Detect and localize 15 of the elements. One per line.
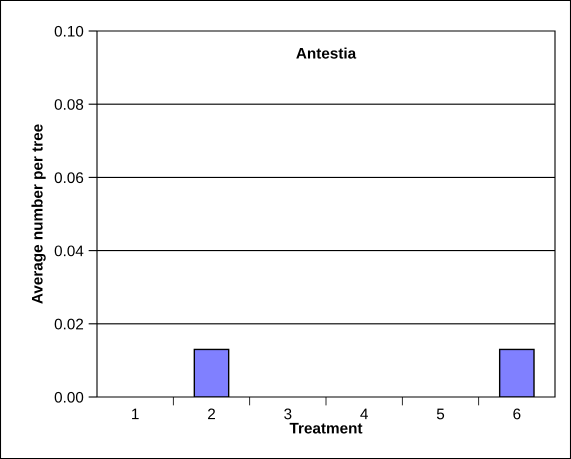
x-tick-label: 1 (132, 408, 139, 420)
x-axis-title: Treatment (290, 422, 362, 434)
text: Antestia (296, 47, 356, 59)
y-tick-label: 0.08 (54, 99, 84, 110)
x-tick-label: 6 (513, 408, 520, 420)
x-tick-label: 4 (360, 408, 368, 420)
y-tick-label: 0.04 (54, 245, 84, 256)
x-tick-label: 2 (208, 408, 215, 420)
y-tick-label: 0.06 (54, 172, 84, 184)
y-tick-label: 0.10 (54, 26, 84, 37)
y-tick-label: 0.02 (54, 318, 84, 330)
x-tick-label: 3 (284, 408, 292, 420)
y-axis-title: Average number per tree (31, 124, 46, 304)
y-tick-label: 0.00 (54, 392, 84, 403)
x-tick-label: 5 (436, 408, 444, 420)
